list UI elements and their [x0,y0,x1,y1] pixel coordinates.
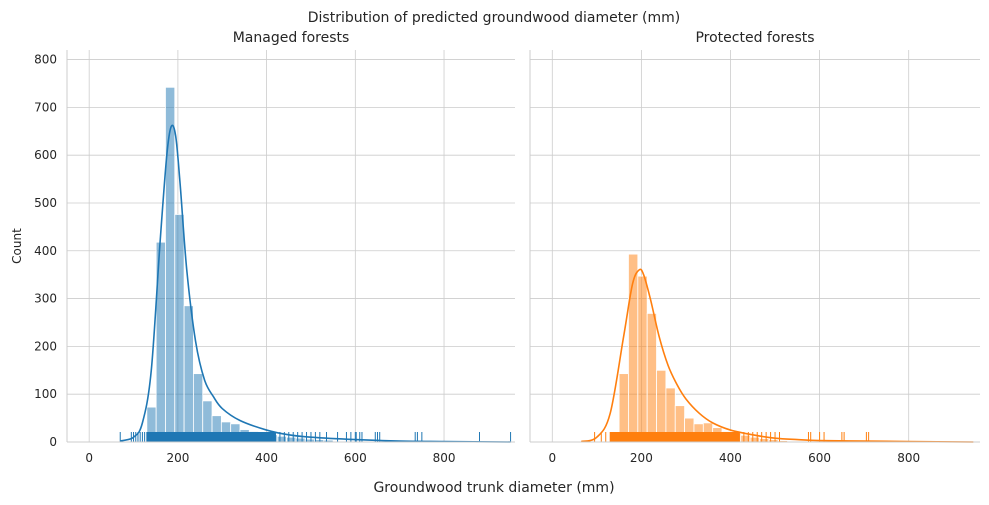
histogram-bar [286,436,297,443]
y-tick-label: 700 [34,100,57,114]
x-tick-label: 600 [344,451,367,465]
rug-band [610,432,740,442]
x-tick-label: 0 [85,451,93,465]
figure-suptitle: Distribution of predicted groundwood dia… [308,10,681,26]
x-tick-label: 200 [166,451,189,465]
kde-line [120,124,511,443]
y-tick-label: 100 [34,387,57,401]
x-tick-label: 200 [630,451,653,465]
histogram-bar [646,313,657,443]
x-tick-label: 400 [255,451,278,465]
y-tick-label: 800 [34,53,57,67]
x-tick-label: 400 [719,451,742,465]
histogram-bar [174,214,185,443]
kde-line [581,268,974,443]
histogram-bar [618,373,629,443]
histogram-bar [183,305,194,443]
histogram-bar [656,369,667,443]
panel-managed: 0 200 400 600 800 0 100 200 300 400 500 600 700 800 Ma… [34,30,515,465]
y-tick-label: 0 [49,435,57,449]
x-tick-label: 800 [897,451,920,465]
rug-band [146,432,276,442]
histogram-bar [749,436,760,443]
panel-protected: 0 200 400 600 800 Protected forests [529,30,980,465]
y-tick-label: 500 [34,196,57,210]
x-tick-label: 0 [548,451,556,465]
y-tick-label: 600 [34,148,57,162]
y-tick-label: 300 [34,292,57,306]
histogram-bar [276,435,287,443]
x-tick-label: 800 [433,451,456,465]
histogram-bar [193,373,204,443]
panel-title: Managed forests [233,30,350,46]
x-tick-label: 600 [808,451,831,465]
figure-xlabel: Groundwood trunk diameter (mm) [373,480,614,496]
figure-ylabel: Count [10,228,24,264]
histogram-bar [759,438,770,443]
histogram-bar [637,275,648,443]
y-tick-label: 200 [34,339,57,353]
y-tick-label: 400 [34,244,57,258]
panel-title: Protected forests [695,30,814,46]
histogram-bar [165,86,176,443]
